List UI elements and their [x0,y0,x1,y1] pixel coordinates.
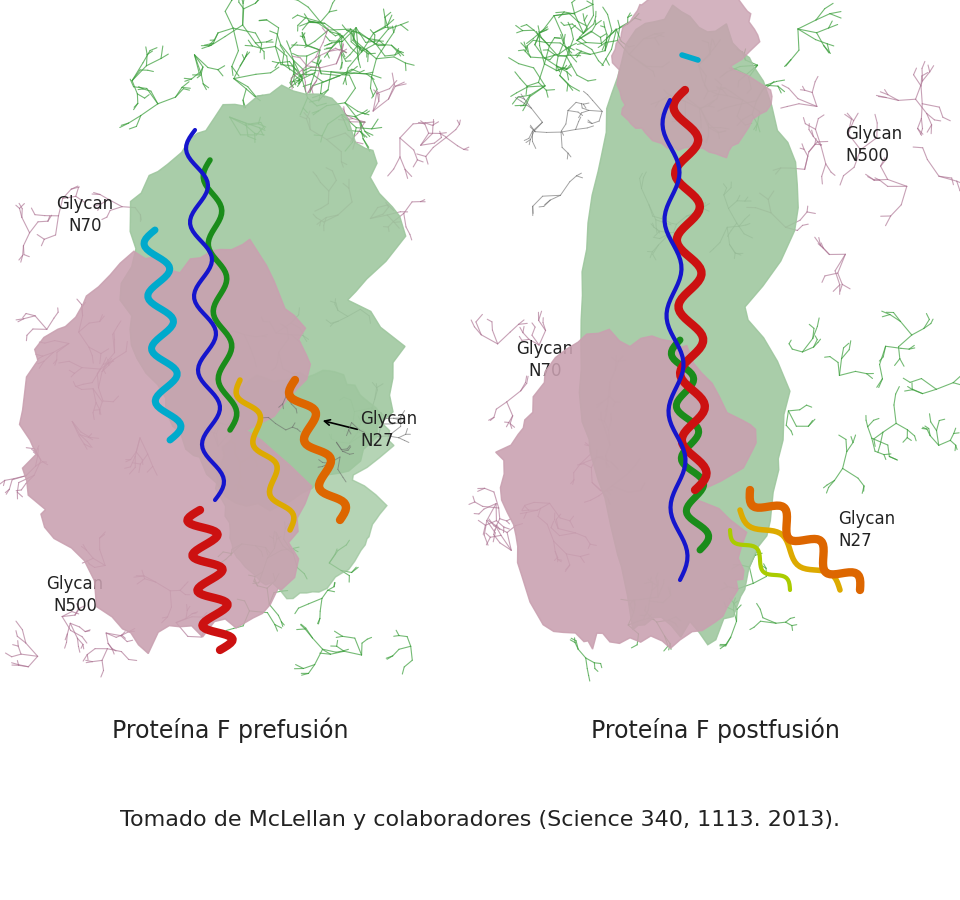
Polygon shape [612,0,772,158]
Text: Glycan
N70: Glycan N70 [516,340,573,380]
Polygon shape [579,5,798,644]
Text: Proteína F prefusión: Proteína F prefusión [111,717,348,742]
Polygon shape [120,86,406,511]
Text: Glycan
N27: Glycan N27 [360,410,418,450]
Text: Glycan
N500: Glycan N500 [845,125,902,165]
Text: Tomado de McLellan y colaboradores (Science 340, 1113. 2013).: Tomado de McLellan y colaboradores (Scie… [120,810,840,830]
Text: Proteína F postfusión: Proteína F postfusión [590,717,839,742]
Text: Glycan
N500: Glycan N500 [46,575,104,615]
Polygon shape [216,370,394,598]
Text: Glycan
N27: Glycan N27 [838,510,895,550]
Polygon shape [495,329,756,649]
Text: Glycan
N70: Glycan N70 [57,195,113,235]
Polygon shape [19,239,312,653]
